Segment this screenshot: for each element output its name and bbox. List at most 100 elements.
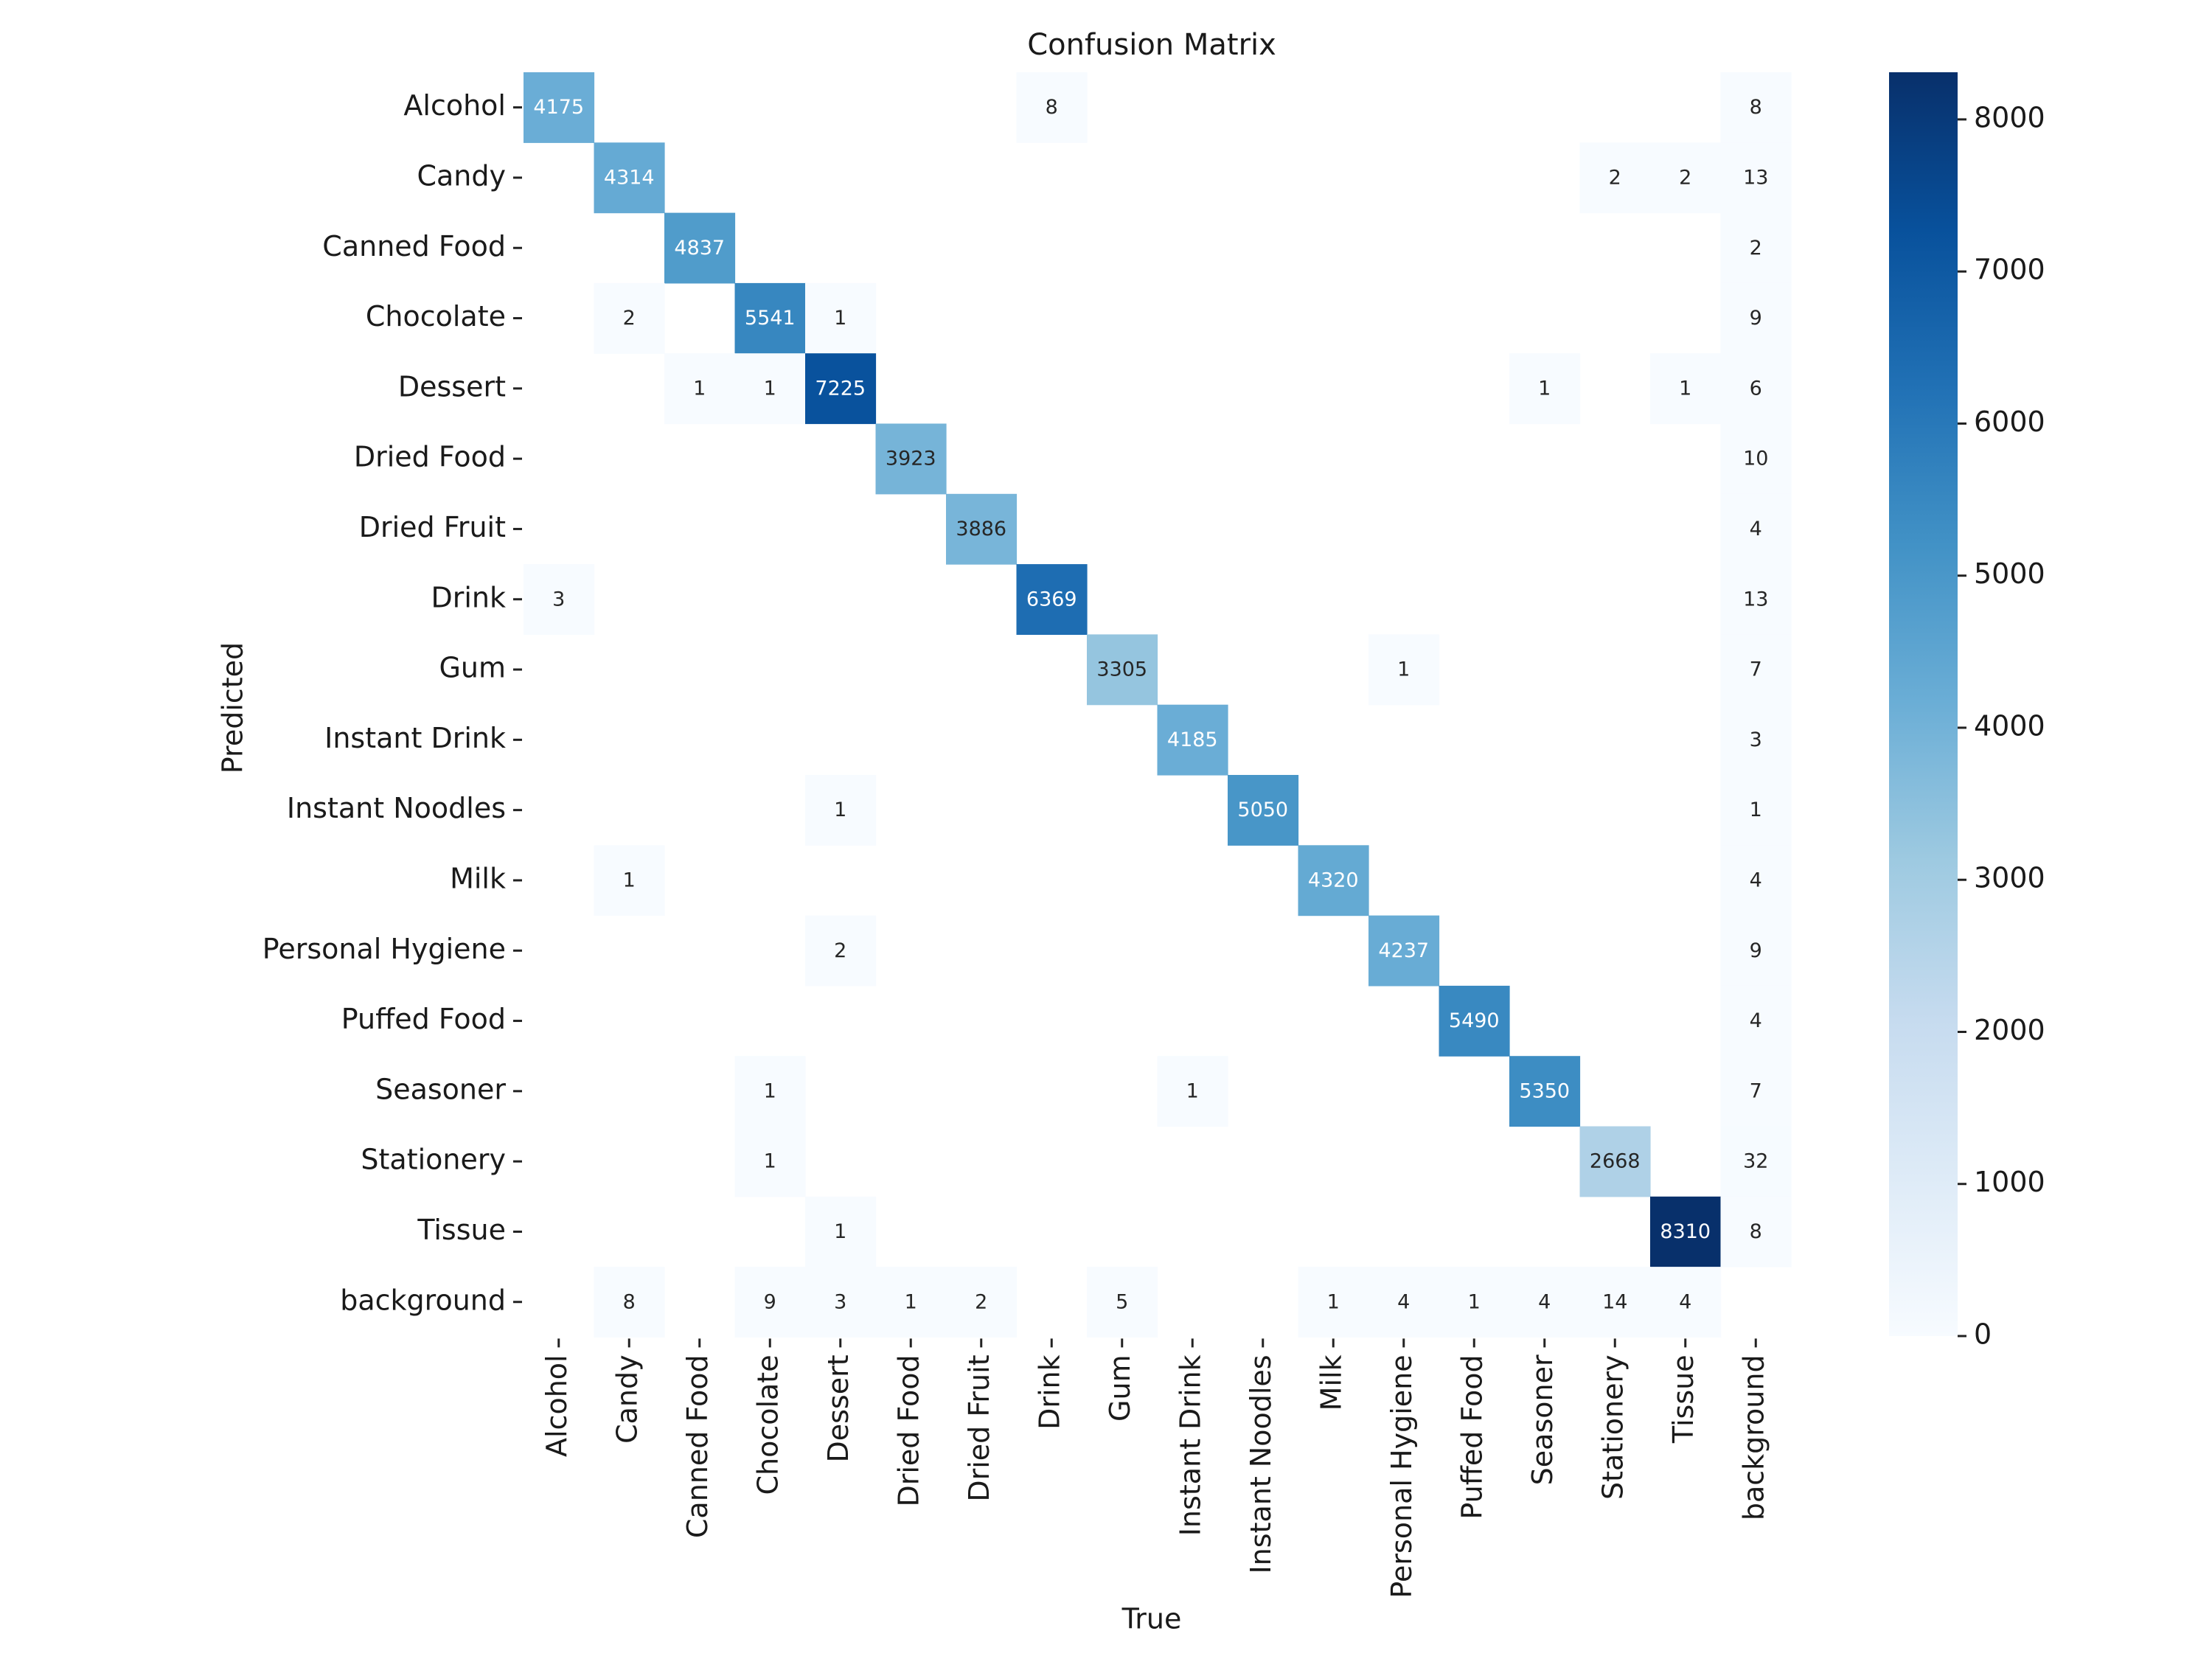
- colorbar-tick-label: 6000: [1974, 406, 2045, 438]
- colorbar-tick-label: 2000: [1974, 1014, 2045, 1046]
- colorbar-bar: [1889, 72, 1958, 1336]
- heatmap-cell: [1298, 845, 1369, 917]
- cell-value-label: 10: [1743, 448, 1768, 470]
- cell-value-label: 9: [1750, 307, 1762, 330]
- heatmap-cell: [1228, 775, 1299, 846]
- cell-value-label: 4: [1679, 1290, 1691, 1313]
- cell-value-label: 1: [764, 1150, 776, 1173]
- colorbar-tick-label: 0: [1974, 1318, 1992, 1351]
- y-axis: Alcohol Candy Canned Food Chocolate Dessert D…: [262, 89, 522, 1316]
- heatmap-cell: [1368, 634, 1440, 706]
- x-tick-label: Personal Hygiene: [1385, 1354, 1418, 1598]
- heatmap-cell: [594, 845, 665, 917]
- x-tick-label: Stationery: [1597, 1354, 1630, 1500]
- x-tick-label: Candy: [611, 1354, 644, 1444]
- heatmap-cell: [1720, 634, 1792, 706]
- heatmap-cell: [946, 493, 1018, 565]
- y-tick-label: Drink: [431, 581, 506, 613]
- cell-value-label: 4175: [533, 96, 584, 119]
- heatmap-cell: [1368, 915, 1440, 987]
- heatmap-cell: [1720, 282, 1792, 354]
- cell-value-label: 2: [1609, 166, 1621, 189]
- cell-value-label: 4: [1538, 1290, 1551, 1313]
- x-tick-label: Drink: [1034, 1354, 1066, 1430]
- cell-value-label: 14: [1602, 1290, 1627, 1313]
- cell-value-label: 1: [623, 869, 636, 891]
- cell-value-label: 2: [834, 939, 846, 962]
- y-axis-label: Predicted: [217, 642, 249, 773]
- heatmap-cell: [1579, 1126, 1651, 1197]
- colorbar-tick-label: 3000: [1974, 862, 2045, 894]
- x-tick-label: Chocolate: [752, 1354, 785, 1495]
- heatmap-cell: [1720, 704, 1792, 776]
- cell-value-label: 3886: [956, 518, 1006, 540]
- colorbar-tick-label: 5000: [1974, 557, 2045, 590]
- y-tick-label: Chocolate: [366, 300, 506, 333]
- heatmap-cell: [1720, 845, 1792, 917]
- heatmap-cell: [805, 1267, 877, 1338]
- heatmap-cells: [524, 72, 1792, 1338]
- cell-value-label: 13: [1743, 588, 1768, 611]
- cell-value-label: 1: [1327, 1290, 1340, 1313]
- heatmap-cell: [734, 282, 806, 354]
- y-tick-label: Dried Food: [354, 441, 506, 473]
- cell-value-label: 4237: [1378, 939, 1429, 962]
- cell-value-label: 1: [905, 1290, 917, 1313]
- cell-value-label: 4320: [1308, 869, 1359, 891]
- cell-value-label: 1: [834, 799, 846, 821]
- y-tick-label: Candy: [417, 159, 506, 192]
- heatmap-cell: [805, 775, 877, 846]
- cell-value-label: 3: [1750, 728, 1762, 751]
- heatmap-cell: [1016, 72, 1088, 143]
- heatmap-cell: [524, 564, 595, 635]
- heatmap-cell: [1720, 1056, 1792, 1127]
- y-tick-label: Alcohol: [403, 89, 506, 122]
- cell-value-label: 7: [1750, 658, 1762, 681]
- x-tick-label: Instant Noodles: [1245, 1354, 1277, 1573]
- cell-value-label: 1: [834, 1220, 846, 1243]
- heatmap-cell: [1509, 1267, 1581, 1338]
- y-tick-label: Instant Drink: [324, 722, 506, 754]
- cell-value-label: 4185: [1167, 728, 1218, 751]
- cell-value-label: 6: [1750, 377, 1762, 400]
- y-tick-label: Gum: [439, 652, 506, 684]
- heatmap-cell: [946, 1267, 1018, 1338]
- x-tick-label: Gum: [1104, 1354, 1136, 1422]
- colorbar-tick-label: 8000: [1974, 101, 2045, 133]
- heatmap-cell: [805, 282, 877, 354]
- heatmap-cell: [1650, 353, 1722, 425]
- x-tick-label: Dried Fruit: [963, 1354, 995, 1501]
- cell-value-label: 1: [1468, 1290, 1481, 1313]
- heatmap-cell: [1298, 1267, 1369, 1338]
- y-tick-label: Instant Noodles: [287, 792, 506, 824]
- cell-value-label: 4314: [604, 166, 655, 189]
- cell-value-label: 9: [764, 1290, 776, 1313]
- x-tick-label: Dried Food: [893, 1354, 925, 1506]
- heatmap-cell: [1087, 1267, 1158, 1338]
- cell-value-label: 1: [1397, 658, 1410, 681]
- x-axis-label: True: [1121, 1603, 1182, 1635]
- heatmap-cell: [1579, 1267, 1651, 1338]
- cell-value-label: 2: [975, 1290, 987, 1313]
- x-tick-label: Puffed Food: [1456, 1354, 1489, 1519]
- heatmap-cell: [734, 1056, 806, 1127]
- heatmap-cell: [1720, 423, 1792, 495]
- cell-value-label: 4: [1397, 1290, 1410, 1313]
- heatmap-cell: [664, 353, 736, 425]
- cell-value-label: 9: [1750, 939, 1762, 962]
- heatmap-cell: [1720, 564, 1792, 635]
- cell-value-label: 4: [1750, 1009, 1762, 1032]
- heatmap-cell: [1439, 1267, 1510, 1338]
- x-tick-label: Instant Drink: [1175, 1354, 1207, 1536]
- cell-value-label: 4837: [674, 237, 725, 260]
- heatmap-cell: [1720, 212, 1792, 284]
- heatmap-cell: [594, 282, 665, 354]
- cell-value-label: 5541: [745, 307, 796, 330]
- cell-value-label: 8: [1750, 1220, 1762, 1243]
- cell-value-label: 13: [1743, 166, 1768, 189]
- heatmap-cell: [1087, 634, 1158, 706]
- heatmap-cell: [1368, 1267, 1440, 1338]
- heatmap-cell: [1720, 142, 1792, 214]
